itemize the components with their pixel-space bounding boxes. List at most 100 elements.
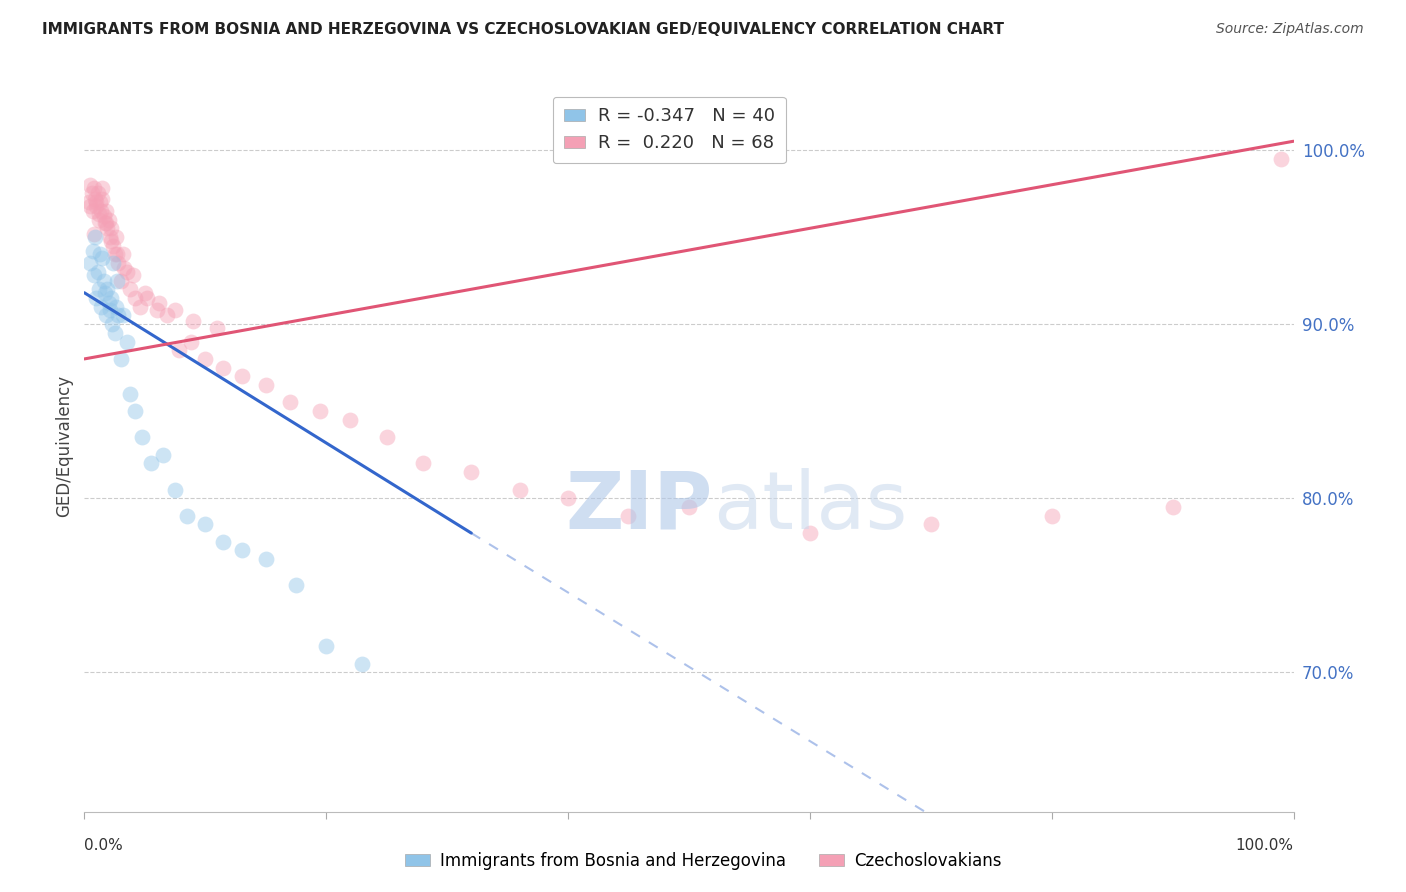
Point: [93, 209, 115, 223]
Point: [77, 195, 100, 210]
Point: [104, 300, 127, 314]
Point: [375, 430, 398, 444]
Point: [105, 247, 128, 261]
Point: [339, 413, 361, 427]
Point: [124, 404, 146, 418]
Point: [96, 221, 118, 235]
Point: [352, 657, 374, 671]
Point: [194, 517, 217, 532]
Point: [100, 221, 122, 235]
Point: [94, 216, 117, 230]
Point: [103, 256, 125, 270]
Text: atlas: atlas: [713, 468, 907, 546]
Point: [91, 251, 114, 265]
Point: [799, 526, 821, 541]
Point: [91, 181, 114, 195]
Point: [148, 296, 170, 310]
Point: [94, 216, 117, 230]
Point: [231, 543, 253, 558]
Legend: Immigrants from Bosnia and Herzegovina, Czechoslovakians: Immigrants from Bosnia and Herzegovina, …: [398, 846, 1008, 877]
Point: [167, 343, 190, 358]
Point: [1270, 152, 1292, 166]
Point: [112, 309, 135, 323]
Point: [82, 244, 104, 258]
Point: [110, 274, 132, 288]
Point: [86, 291, 108, 305]
Point: [107, 256, 129, 270]
Point: [107, 309, 129, 323]
Point: [115, 334, 138, 349]
Point: [104, 326, 127, 340]
Point: [86, 186, 108, 201]
Point: [97, 296, 120, 310]
Point: [101, 317, 124, 331]
Point: [89, 247, 111, 261]
Point: [134, 285, 156, 300]
Point: [165, 483, 187, 497]
Point: [1040, 508, 1063, 523]
Point: [103, 238, 125, 252]
Point: [309, 404, 332, 418]
Point: [86, 199, 108, 213]
Point: [100, 234, 122, 248]
Point: [79, 256, 101, 270]
Point: [104, 247, 127, 261]
Point: [412, 457, 434, 471]
Point: [460, 465, 482, 479]
Point: [98, 303, 121, 318]
Point: [165, 303, 187, 318]
Point: [94, 309, 117, 323]
Point: [83, 181, 105, 195]
Point: [617, 508, 640, 523]
Point: [284, 578, 308, 592]
Point: [180, 334, 202, 349]
Point: [97, 212, 120, 227]
Point: [91, 192, 114, 206]
Point: [254, 378, 277, 392]
Point: [129, 300, 152, 314]
Point: [90, 203, 112, 218]
Point: [194, 351, 217, 366]
Point: [278, 395, 301, 409]
Point: [82, 203, 104, 218]
Point: [509, 483, 531, 497]
Point: [90, 300, 112, 314]
Point: [87, 282, 110, 296]
Point: [678, 500, 700, 514]
Point: [212, 360, 235, 375]
Point: [83, 268, 105, 283]
Point: [105, 274, 128, 288]
Point: [112, 247, 135, 261]
Point: [86, 265, 108, 279]
Point: [110, 351, 132, 366]
Point: [120, 282, 142, 296]
Legend: R = -0.347   N = 40, R =  0.220   N = 68: R = -0.347 N = 40, R = 0.220 N = 68: [553, 96, 786, 163]
Point: [94, 203, 117, 218]
Point: [89, 195, 111, 210]
Point: [120, 386, 142, 401]
Point: [155, 309, 177, 323]
Point: [79, 199, 101, 213]
Point: [83, 227, 105, 241]
Point: [80, 186, 103, 201]
Point: [315, 640, 337, 654]
Point: [104, 230, 127, 244]
Point: [93, 274, 115, 288]
Text: 0.0%: 0.0%: [84, 838, 124, 853]
Point: [254, 552, 277, 566]
Point: [176, 508, 198, 523]
Point: [212, 534, 235, 549]
Point: [1161, 500, 1184, 514]
Point: [181, 313, 204, 327]
Point: [79, 178, 101, 192]
Point: [131, 430, 153, 444]
Point: [124, 291, 146, 305]
Point: [86, 195, 108, 210]
Point: [115, 265, 138, 279]
Point: [98, 230, 121, 244]
Point: [87, 207, 110, 221]
Point: [94, 285, 117, 300]
Text: 100.0%: 100.0%: [1236, 838, 1294, 853]
Point: [136, 291, 159, 305]
Point: [152, 448, 174, 462]
